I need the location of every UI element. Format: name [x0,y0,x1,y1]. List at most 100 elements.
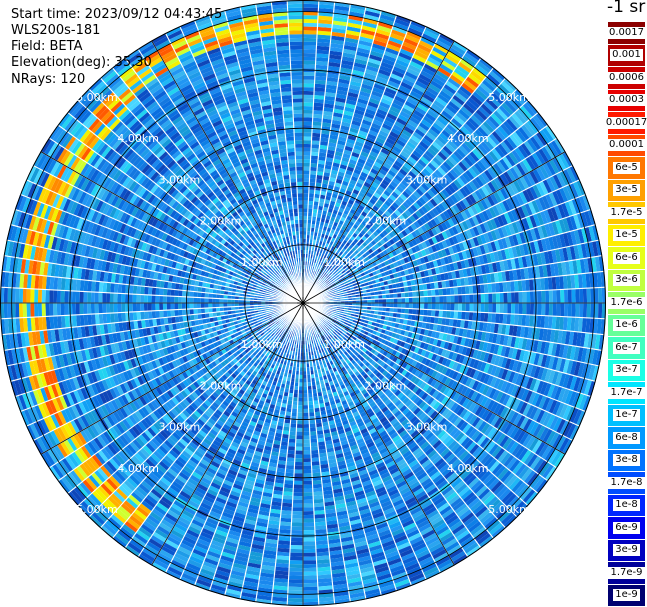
range-gate-cell [303,424,310,428]
range-gate-cell [397,153,408,163]
range-gate-cell [374,112,387,120]
range-gate-cell [303,579,318,584]
range-gate-cell [283,487,294,493]
range-gate-cell [316,276,320,281]
range-gate-cell [303,121,313,126]
range-gate-cell [410,112,423,122]
range-gate-cell [303,435,311,440]
range-gate-cell [293,488,303,493]
range-gate-cell [316,171,324,176]
range-gate-cell [336,89,348,96]
range-gate-cell [424,26,441,37]
range-gate-cell [412,308,417,315]
range-gate-cell [303,106,314,111]
range-gate-cell [313,94,325,100]
range-gate-cell [341,117,353,124]
range-gate-cell [325,191,333,197]
range-gate-cell [314,79,327,85]
range-gate-cell [303,162,311,167]
range-gate-cell [439,295,444,303]
range-gate-cell [321,258,326,263]
range-gate-cell [463,52,479,64]
range-gate-cell [414,146,425,156]
range-gate-cell [469,294,474,303]
range-gate-cell [345,29,361,37]
range-gate-cell [373,140,384,148]
range-gate-cell [347,162,356,169]
range-gate-cell [431,309,436,317]
range-gate-cell [303,208,308,213]
range-gate-cell [326,211,333,217]
range-gate-cell [355,161,365,169]
range-gate-cell [408,308,413,315]
range-gate-cell [316,216,322,222]
range-gate-cell [344,145,354,152]
range-gate-cell [418,121,430,132]
range-gate-cell [295,435,303,440]
range-gate-cell [386,112,398,121]
range-gate-cell [317,159,326,165]
range-gate-cell [380,97,393,106]
range-gate-cell [394,174,404,183]
range-gate-cell [371,181,380,189]
range-gate-cell [355,101,368,109]
range-gate-cell [339,67,353,74]
range-gate-cell [487,283,493,294]
range-gate-cell [303,15,319,20]
range-gate-cell [411,87,425,97]
range-gate-cell [319,194,326,200]
range-gate-cell [309,423,317,428]
range-gate-cell [292,492,303,497]
range-gate-cell [303,594,319,599]
range-gate-cell [313,495,324,500]
range-gate-cell [464,311,470,321]
range-gate-cell [289,423,297,428]
range-gate-cell [491,312,496,324]
range-gate-cell [345,142,355,149]
range-gate-cell [303,170,310,175]
range-gate-cell [362,207,370,215]
range-gate-cell [352,116,363,123]
range-gate-cell [393,298,398,303]
range-gate-cell [472,284,477,295]
range-gate-cell [303,136,312,141]
range-gate-cell [315,57,329,62]
range-gate-cell [507,292,512,303]
range-gate-cell [303,545,316,550]
range-gate-cell [295,442,303,447]
range-gate-cell [427,83,442,94]
range-gate-cell [341,200,348,207]
range-gate-cell [290,419,297,425]
range-gate-cell [378,195,387,203]
range-gate-cell [338,167,347,174]
range-gate-cell [446,303,451,311]
range-gate-cell [289,427,297,432]
range-gate-cell [340,59,355,66]
range-gate-cell [288,438,296,443]
range-gate-cell [321,266,326,272]
range-gate-cell [333,185,341,192]
range-gate-cell [376,133,388,142]
range-gate-cell [292,503,303,508]
range-gate-cell [311,216,317,221]
range-gate-cell [331,260,337,265]
range-gate-cell [382,54,397,63]
range-gate-cell [296,424,303,428]
range-gate-cell [316,49,330,55]
range-gate-cell [306,231,311,236]
range-gate-cell [390,148,400,157]
range-gate-cell [303,450,311,455]
range-gate-cell [340,63,354,70]
range-gate-cell [507,303,512,314]
range-gate-cell [321,210,328,216]
range-gate-cell [379,182,388,190]
range-gate-cell [457,311,462,320]
range-gate-cell [451,71,466,83]
range-gate-cell [401,78,415,88]
range-gate-cell [405,297,410,303]
range-gate-cell [594,287,599,303]
range-gate-cell [349,80,362,88]
range-gate-cell [325,157,334,163]
range-gate-cell [441,87,455,98]
range-gate-cell [289,563,303,569]
